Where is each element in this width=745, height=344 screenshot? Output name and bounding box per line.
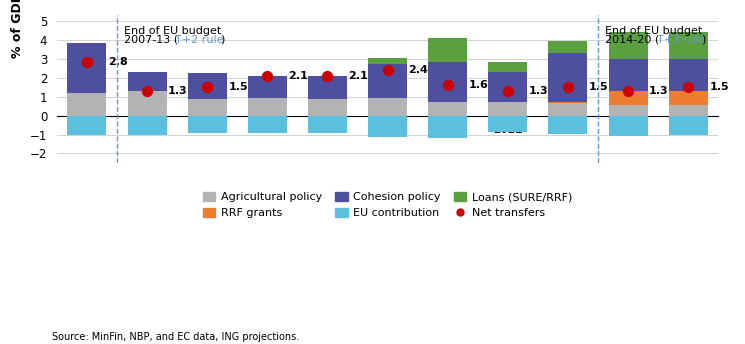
Point <box>81 60 93 65</box>
Text: End of EU budget: End of EU budget <box>605 26 703 36</box>
Bar <box>308 76 347 99</box>
Bar <box>248 116 287 133</box>
Bar <box>248 98 287 116</box>
Text: 2007-13 (: 2007-13 ( <box>124 35 178 45</box>
Point <box>622 88 634 94</box>
Text: 2.4: 2.4 <box>408 65 428 75</box>
Bar <box>548 41 588 53</box>
Bar <box>548 102 588 103</box>
Bar <box>669 91 708 105</box>
Bar <box>428 62 467 102</box>
Bar <box>368 58 407 64</box>
Point <box>562 84 574 90</box>
Text: ): ) <box>701 35 706 45</box>
Bar <box>127 91 167 116</box>
Bar <box>368 64 407 98</box>
Bar <box>488 73 527 102</box>
Bar <box>127 116 167 136</box>
Bar <box>368 116 407 137</box>
Bar <box>488 62 527 73</box>
Text: T+3 rule: T+3 rule <box>657 35 706 45</box>
Text: 2.1: 2.1 <box>288 71 308 81</box>
Bar <box>428 116 467 138</box>
Bar <box>428 38 467 62</box>
Text: 1.3: 1.3 <box>649 86 669 96</box>
Bar <box>609 32 647 58</box>
Bar <box>548 53 588 102</box>
Bar <box>308 99 347 116</box>
Text: 2014-20 (: 2014-20 ( <box>605 35 659 45</box>
Bar <box>308 116 347 133</box>
Bar <box>669 58 708 91</box>
Bar <box>127 72 167 91</box>
Bar <box>609 116 647 137</box>
Bar <box>609 58 647 91</box>
Point <box>682 84 694 90</box>
Point <box>442 83 454 88</box>
Bar <box>548 116 588 133</box>
Text: 1.5: 1.5 <box>228 82 248 92</box>
Text: 2.1: 2.1 <box>349 71 368 81</box>
Bar <box>188 116 226 133</box>
Bar <box>248 76 287 98</box>
Bar <box>428 102 467 116</box>
Text: 2.8: 2.8 <box>108 57 127 67</box>
Text: Source: MinFin, NBP, and EC data, ING projections.: Source: MinFin, NBP, and EC data, ING pr… <box>52 332 299 342</box>
Text: ): ) <box>220 35 224 45</box>
Point <box>201 84 213 90</box>
Text: 1.3: 1.3 <box>168 86 188 96</box>
Point <box>502 88 514 94</box>
Point <box>141 88 153 94</box>
Point <box>322 73 334 78</box>
Bar <box>669 105 708 116</box>
Bar <box>188 99 226 116</box>
Bar <box>548 103 588 116</box>
Bar <box>368 98 407 116</box>
Bar <box>188 73 226 99</box>
Bar <box>609 105 647 116</box>
Bar <box>67 43 107 93</box>
Text: T+2 rule: T+2 rule <box>175 35 224 45</box>
Bar <box>67 93 107 116</box>
Y-axis label: % of GDP: % of GDP <box>10 0 24 58</box>
Text: 1.5: 1.5 <box>589 82 609 92</box>
Text: 1.3: 1.3 <box>529 86 548 96</box>
Text: 1.5: 1.5 <box>709 82 729 92</box>
Point <box>381 67 393 73</box>
Bar <box>609 91 647 105</box>
Text: 1.6: 1.6 <box>469 80 489 90</box>
Legend: Agricultural policy, RRF grants, Cohesion policy, EU contribution, Loans (SURE/R: Agricultural policy, RRF grants, Cohesio… <box>199 187 577 223</box>
Text: End of EU budget: End of EU budget <box>124 26 221 36</box>
Bar <box>669 32 708 58</box>
Point <box>261 73 273 78</box>
Bar <box>67 116 107 136</box>
Bar <box>669 116 708 136</box>
Bar <box>488 102 527 116</box>
Bar <box>488 116 527 132</box>
